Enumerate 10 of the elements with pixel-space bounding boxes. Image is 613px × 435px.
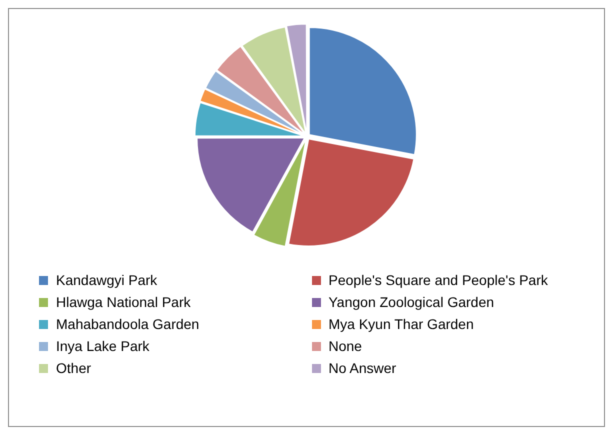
legend-label: Hlawga National Park [56, 294, 191, 310]
legend-label: Inya Lake Park [56, 338, 150, 354]
legend-label: Kandawgyi Park [56, 272, 158, 288]
legend-label: People's Square and People's Park [328, 272, 548, 288]
legend-label: Other [56, 360, 92, 376]
legend-label: Mya Kyun Thar Garden [328, 316, 474, 332]
legend-label: None [328, 338, 362, 354]
legend-label: No Answer [328, 360, 396, 376]
legend-label: Mahabandoola Garden [56, 316, 200, 332]
legend-label: Yangon Zoological Garden [328, 294, 494, 310]
